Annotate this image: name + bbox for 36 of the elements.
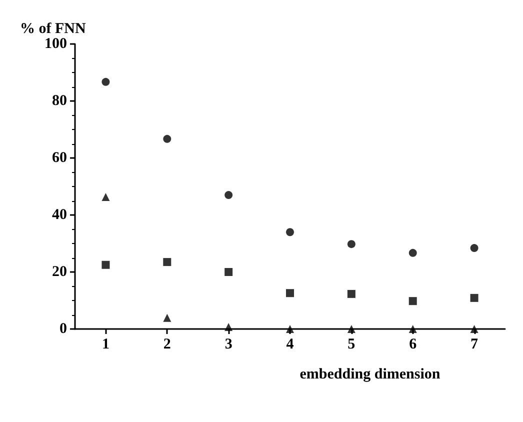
point	[347, 290, 356, 298]
point	[224, 191, 233, 200]
point	[286, 228, 294, 236]
point	[163, 258, 172, 266]
y-tick-label: 40	[52, 207, 67, 223]
point	[224, 268, 233, 276]
point	[408, 248, 417, 257]
y-tick-label: 0	[60, 321, 67, 337]
x-tick-label: 4	[286, 336, 294, 352]
point	[470, 325, 478, 333]
y-tick-label: 20	[52, 264, 67, 280]
x-tick-label: 2	[163, 336, 171, 352]
y-axis-title: % of FNN	[20, 21, 86, 38]
point	[347, 240, 356, 248]
x-axis-title: embedding dimension	[300, 366, 441, 382]
x-tick-label: 7	[470, 336, 479, 352]
point	[102, 193, 110, 202]
x-tick-label: 5	[348, 336, 356, 352]
point	[286, 289, 294, 298]
point	[347, 325, 356, 333]
y-tick-label: 80	[52, 93, 67, 109]
x-tick-label: 3	[224, 336, 232, 352]
point	[102, 78, 110, 86]
point	[102, 260, 110, 269]
y-tick-label: 100	[44, 36, 67, 52]
x-tick-label: 1	[102, 336, 110, 352]
point	[408, 297, 417, 306]
point	[408, 325, 417, 333]
y-tick-label: 60	[52, 150, 67, 166]
point	[163, 314, 172, 322]
point	[224, 323, 233, 332]
point	[163, 134, 172, 143]
point	[470, 294, 478, 302]
x-tick-label: 6	[409, 336, 418, 352]
point	[470, 244, 478, 252]
point	[286, 325, 294, 333]
